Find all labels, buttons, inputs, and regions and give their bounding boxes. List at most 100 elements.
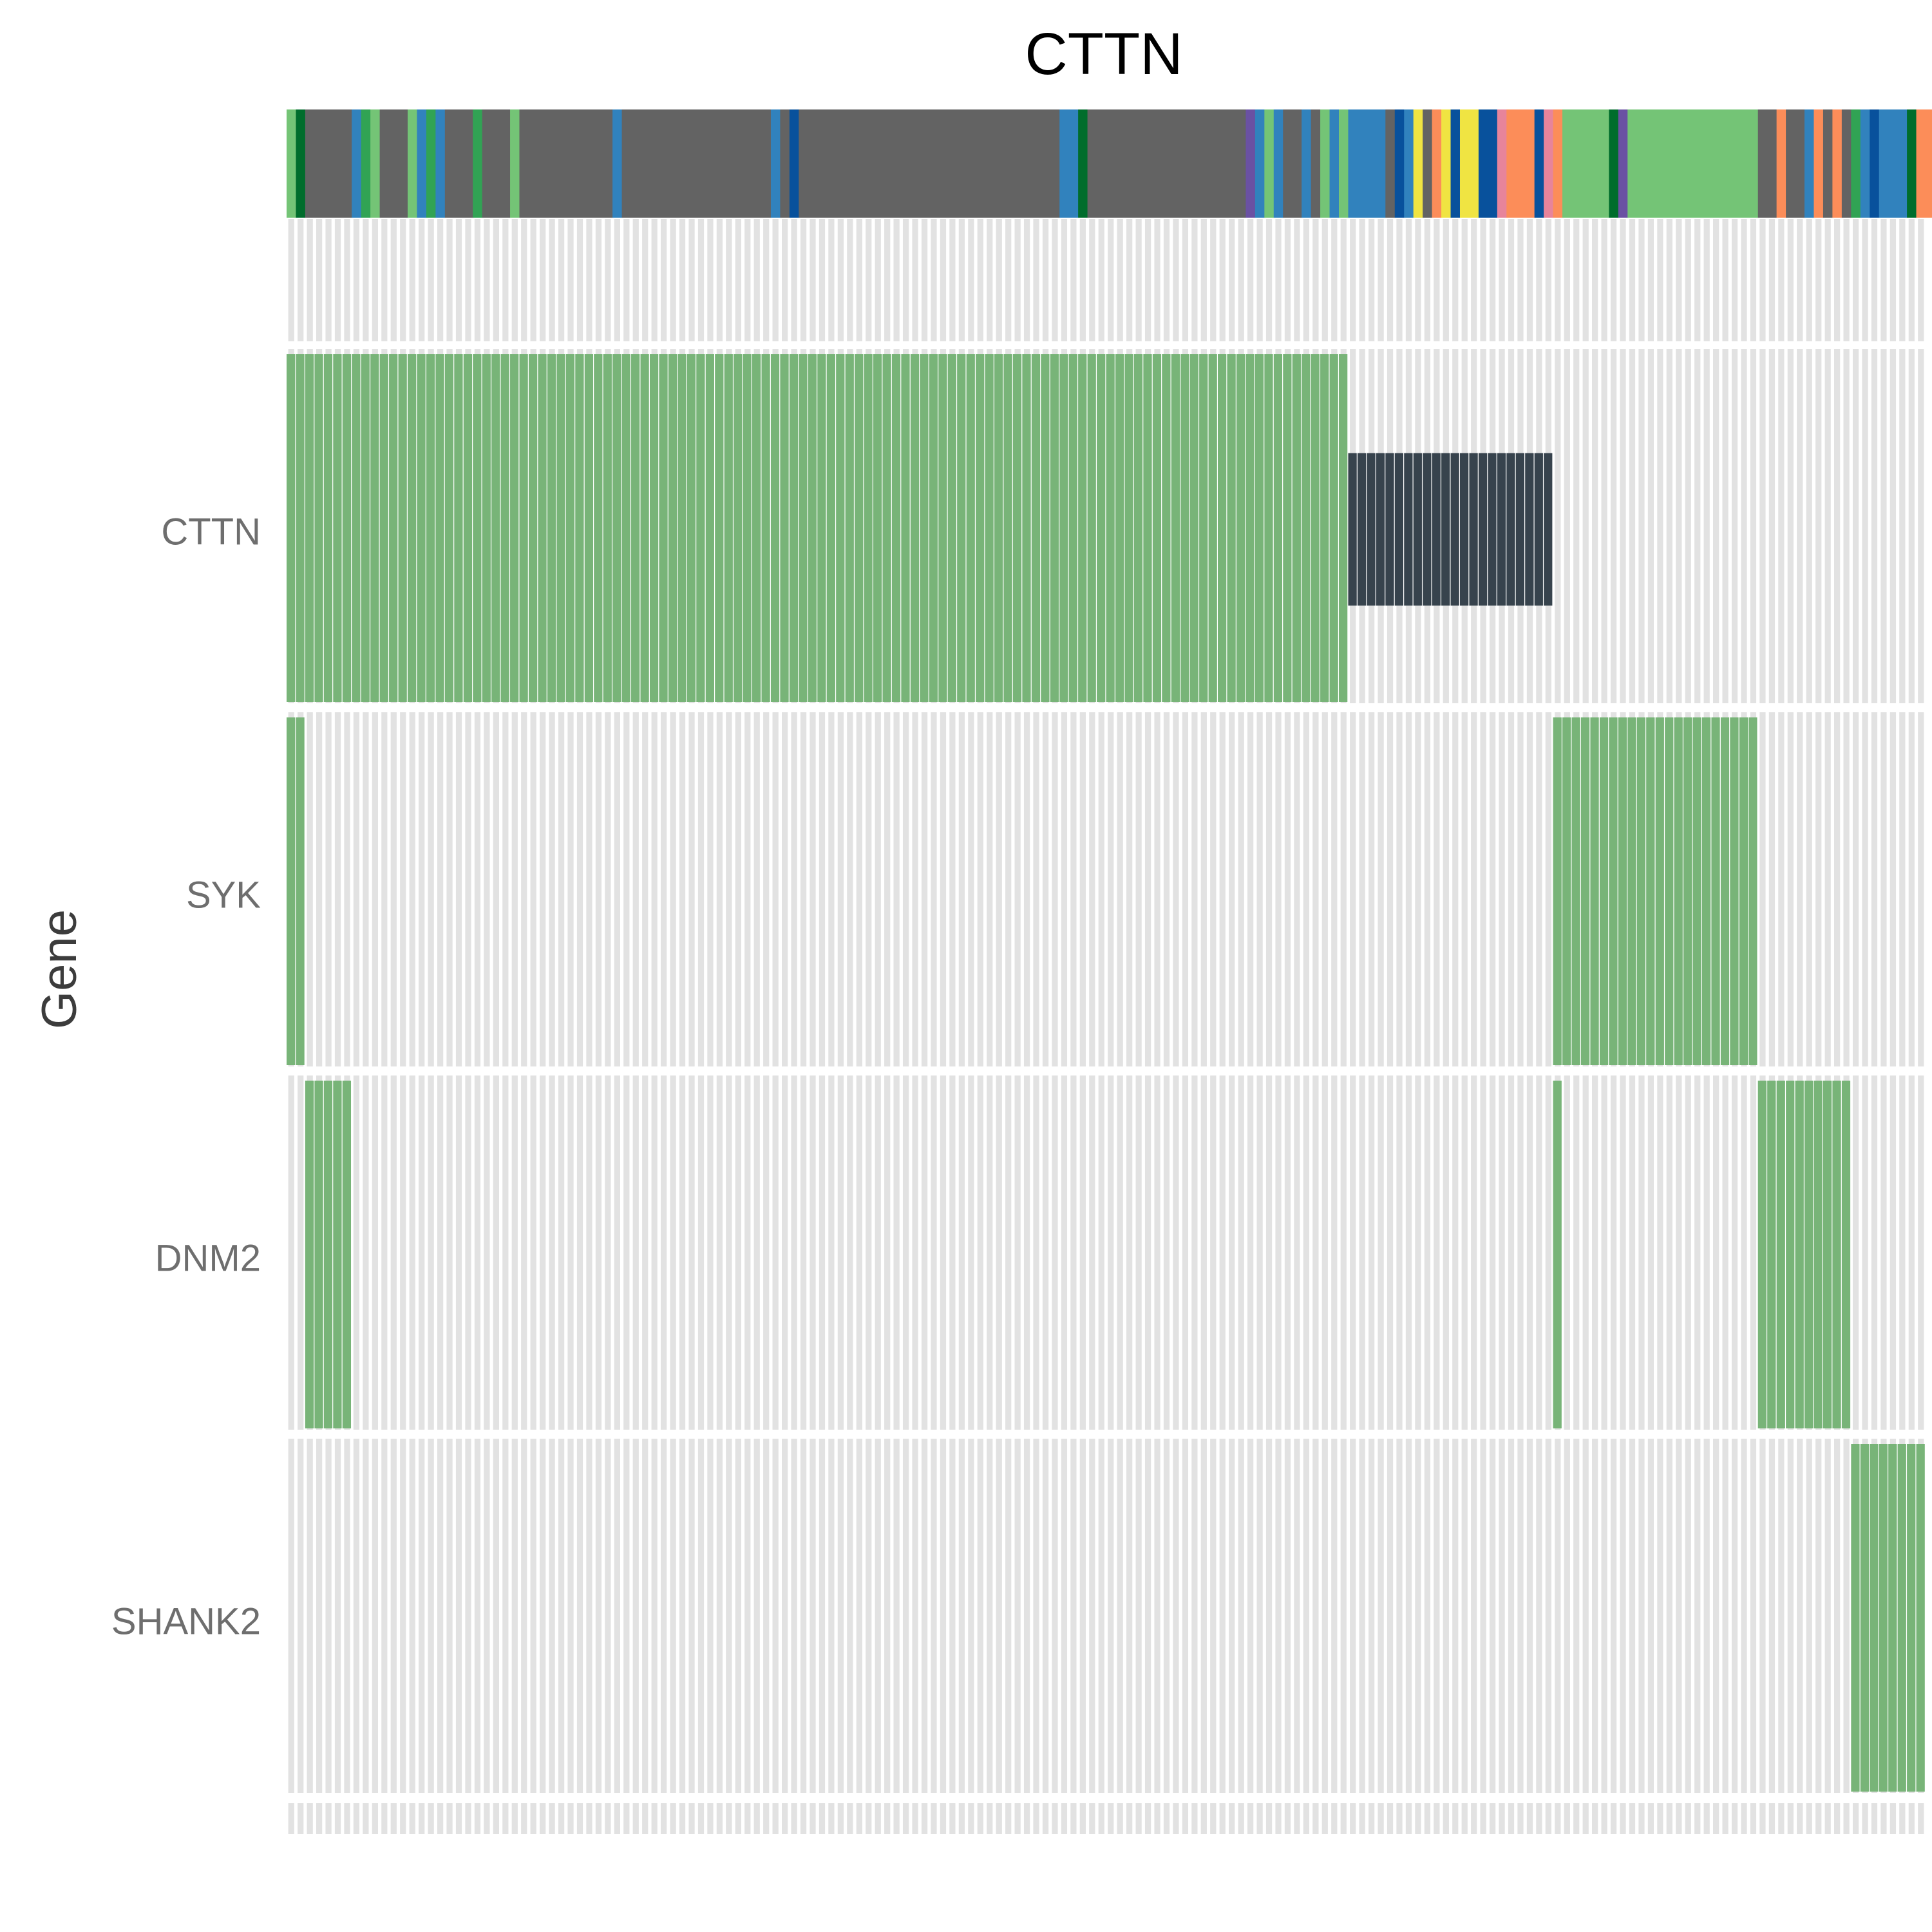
alteration-cell-cttn (1292, 354, 1301, 702)
grid-cell (726, 219, 732, 341)
grid-cell (1387, 712, 1394, 1066)
grid-cell (1275, 712, 1282, 1066)
alteration-cell-cttn (519, 354, 528, 702)
grid-cell (549, 219, 555, 341)
grid-cell (1061, 219, 1068, 341)
grid-cell (465, 712, 471, 1066)
alteration-cell-dnm2 (1841, 1081, 1851, 1428)
grid-cell (1666, 349, 1672, 703)
grid-cell (307, 219, 313, 341)
grid-cell (1834, 1439, 1841, 1793)
grid-cell (1676, 1803, 1682, 1834)
grid-cell (1182, 712, 1189, 1066)
grid-cell (1340, 712, 1347, 1066)
grid-cell (921, 1803, 928, 1834)
grid-cell (1200, 1439, 1207, 1793)
alteration-cell-cttn (1497, 453, 1506, 606)
grid-cell (707, 1439, 714, 1793)
grid-cell (651, 1803, 658, 1834)
alteration-cell-cttn (947, 354, 956, 702)
grid-cell (1359, 1803, 1365, 1834)
grid-cell (1601, 349, 1607, 703)
grid-cell (1163, 1439, 1170, 1793)
grid-cell (1405, 712, 1412, 1066)
grid-cell (586, 219, 592, 341)
grid-cell (1294, 1439, 1300, 1793)
grid-cell (1852, 1803, 1859, 1834)
annotation-segment-blue (417, 109, 427, 218)
grid-cell (1052, 219, 1058, 341)
grid-cell (521, 1803, 527, 1834)
alteration-cell-syk (287, 717, 296, 1065)
annotation-segment-dark_gray (519, 109, 613, 218)
alteration-cell-dnm2 (314, 1081, 323, 1428)
grid-cell (697, 1075, 705, 1430)
grid-cell (372, 1075, 378, 1430)
grid-cell (549, 1803, 555, 1834)
alteration-cell-cttn (1236, 354, 1245, 702)
grid-cell (1694, 1075, 1701, 1430)
grid-cell (819, 1439, 826, 1793)
grid-cell (1871, 219, 1878, 341)
grid-cell (977, 1803, 983, 1834)
alteration-cell-cttn (575, 354, 584, 702)
grid-cell (530, 712, 536, 1066)
grid-cell (735, 219, 741, 341)
grid-cell (1499, 1439, 1505, 1793)
alteration-cell-syk (1609, 717, 1618, 1065)
grid-cell (847, 219, 853, 341)
alteration-cell-cttn (770, 354, 780, 702)
grid-cell (1666, 219, 1672, 341)
alteration-cell-cttn (1320, 354, 1329, 702)
grid-cell (1312, 1075, 1319, 1430)
annotation-segment-pink (1497, 109, 1507, 218)
grid-cell (1871, 1075, 1878, 1430)
grid-cell (1899, 349, 1906, 703)
grid-cell (697, 712, 705, 1066)
grid-cell (716, 712, 723, 1066)
annotation-segment-purple (1245, 109, 1256, 218)
grid-cell (1824, 1803, 1831, 1834)
alteration-cell-cttn (1506, 453, 1515, 606)
grid-cell (1741, 349, 1747, 703)
annotation-segment-dark_gray (1423, 109, 1433, 218)
alteration-cell-cttn (407, 354, 417, 702)
alteration-cell-shank2 (1851, 1444, 1860, 1792)
alteration-cell-cttn (826, 354, 835, 702)
grid-cell (1070, 1803, 1077, 1834)
alteration-cell-cttn (621, 354, 630, 702)
alteration-cell-cttn (1124, 354, 1133, 702)
grid-cell (697, 219, 705, 341)
grid-cell (1154, 1803, 1160, 1834)
alteration-cell-cttn (1273, 354, 1283, 702)
grid-cell (791, 1439, 797, 1793)
grid-cell (1871, 1803, 1878, 1834)
grid-cell (1405, 219, 1412, 341)
annotation-segment-pink (1544, 109, 1554, 218)
grid-cell (1731, 1439, 1738, 1793)
grid-cell (1880, 1803, 1887, 1834)
alteration-cell-cttn (435, 354, 444, 702)
alteration-cell-syk (1730, 717, 1739, 1065)
grid-cell (614, 1803, 620, 1834)
grid-cell (1256, 1803, 1263, 1834)
alteration-cell-dnm2 (342, 1081, 352, 1428)
grid-cell (875, 1439, 881, 1793)
grid-cell (921, 712, 928, 1066)
grid-cell (1918, 219, 1924, 341)
grid-cell (372, 712, 378, 1066)
annotation-segment-orange (1776, 109, 1786, 218)
grid-cell (502, 1439, 509, 1793)
grid-cell (484, 219, 490, 341)
grid-cell (465, 1803, 471, 1834)
grid-cell (1657, 219, 1663, 341)
annotation-segment-light_green (407, 109, 418, 218)
grid-cell (949, 1803, 956, 1834)
grid-cell (1312, 1803, 1319, 1834)
grid-cell (409, 1803, 415, 1834)
alteration-cell-cttn (510, 354, 519, 702)
grid-cell (614, 1075, 620, 1430)
grid-cell (1666, 1075, 1672, 1430)
alteration-cell-syk (1590, 717, 1599, 1065)
grid-cell (1610, 219, 1617, 341)
